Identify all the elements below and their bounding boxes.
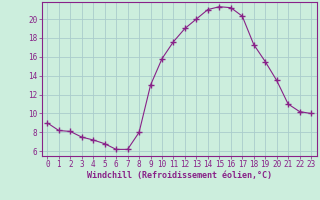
X-axis label: Windchill (Refroidissement éolien,°C): Windchill (Refroidissement éolien,°C) bbox=[87, 171, 272, 180]
